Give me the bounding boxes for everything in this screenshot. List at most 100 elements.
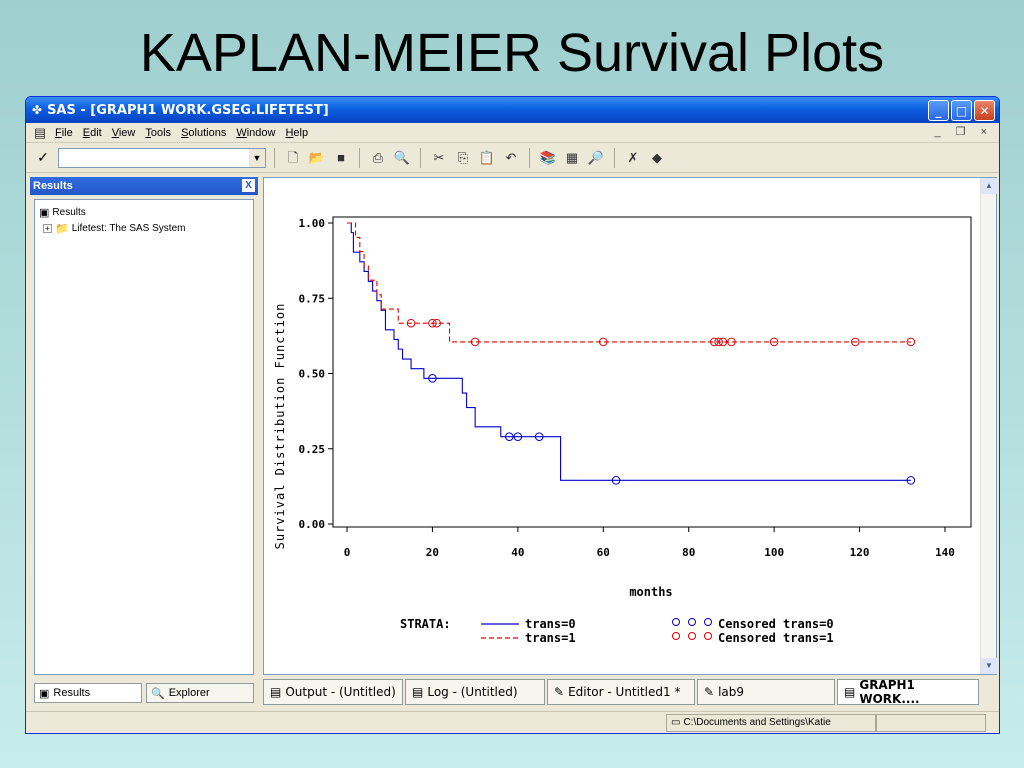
cut-icon[interactable]: ✂ xyxy=(433,149,445,165)
menu-bar: ▤ File Edit View Tools Solutions Window … xyxy=(26,123,999,143)
censored-point-trans0 xyxy=(906,476,916,485)
command-check-icon[interactable]: ✓ xyxy=(37,149,49,165)
x-tick-label: 60 xyxy=(597,546,610,559)
chevron-down-icon[interactable]: ▼ xyxy=(249,148,265,167)
censored-point-trans1 xyxy=(906,337,916,347)
scroll-down-icon[interactable]: ▼ xyxy=(981,658,997,674)
menu-view[interactable]: View xyxy=(111,126,136,139)
menu-file[interactable]: File xyxy=(55,126,73,139)
censored-point-trans1 xyxy=(598,337,608,347)
title-bar: ✤ SAS - [GRAPH1 WORK.GSEG.LIFETEST] _ □ … xyxy=(26,97,999,123)
x-tick-label: 0 xyxy=(344,546,351,559)
legend-censor-marks-trans1 xyxy=(672,632,712,640)
close-icon[interactable]: X xyxy=(242,179,255,192)
toolbar-divider xyxy=(614,147,615,168)
censored-point-trans0 xyxy=(611,476,621,485)
tab-results[interactable]: ▣ Results xyxy=(34,683,142,703)
sas-app-icon: ✤ xyxy=(32,103,43,117)
results-header: Results X xyxy=(30,177,258,195)
plot-frame xyxy=(332,216,972,528)
scroll-up-icon[interactable]: ▲ xyxy=(981,178,997,194)
graph-icon: ▤ xyxy=(844,685,856,699)
current-folder[interactable]: ▭ C:\Documents and Settings\Katie xyxy=(666,713,876,732)
results-tree: ▣ Results + 📁 Lifetest: The SAS System xyxy=(34,199,254,675)
clear-icon[interactable]: ✗ xyxy=(627,149,639,165)
libraries-icon[interactable]: 📚 xyxy=(539,149,557,165)
task-lab9[interactable]: ✎ lab9 xyxy=(697,679,835,705)
copy-icon[interactable]: ⎘ xyxy=(457,149,469,165)
tree-item-label: Results xyxy=(52,206,86,218)
status-bar: ▭ C:\Documents and Settings\Katie xyxy=(26,711,999,733)
censored-point-trans1 xyxy=(851,337,860,347)
print-preview-icon[interactable]: 🔍 xyxy=(393,149,411,165)
maximize-button[interactable]: □ xyxy=(951,100,972,121)
survival-line-trans0 xyxy=(347,222,911,481)
vertical-scrollbar[interactable]: ▲ ▼ xyxy=(980,178,997,674)
results-header-label: Results xyxy=(33,180,73,192)
toolbar-divider xyxy=(359,147,360,168)
survival-line-trans1 xyxy=(347,222,911,343)
tab-explorer[interactable]: 🔍 Explorer xyxy=(146,683,254,703)
mdi-window-controls[interactable]: _ ❐ × xyxy=(934,126,993,138)
chart-ylabel: Survival Distribution Function xyxy=(273,303,287,550)
status-message xyxy=(26,714,666,732)
tree-item-label: Lifetest: The SAS System xyxy=(71,222,186,234)
task-label: Log - (Untitled) xyxy=(427,685,518,699)
menu-tools[interactable]: Tools xyxy=(145,126,172,139)
y-tick-label: 0.00 xyxy=(299,518,326,531)
censored-point-trans0 xyxy=(505,432,514,442)
save-icon[interactable]: ■ xyxy=(337,149,345,165)
editor-icon: ✎ xyxy=(554,685,565,699)
graph-doc-icon: ▤ xyxy=(33,124,47,140)
legend-label-censored-trans1: Censored trans=1 xyxy=(718,631,834,645)
graph-window: Survival Distribution Function months ST… xyxy=(263,177,997,675)
menu-solutions[interactable]: Solutions xyxy=(181,126,227,139)
legend-label-censored-trans0: Censored trans=0 xyxy=(718,617,834,631)
command-input[interactable]: ▼ xyxy=(58,147,266,168)
sas-window: ✤ SAS - [GRAPH1 WORK.GSEG.LIFETEST] _ □ … xyxy=(25,96,1000,734)
paste-icon[interactable]: 📋 xyxy=(478,149,496,165)
folder-icon: 📁 xyxy=(55,222,69,235)
close-button[interactable]: ✕ xyxy=(974,100,995,121)
censored-point-trans0 xyxy=(428,374,437,383)
pane-tabs: ▣ Results 🔍 Explorer xyxy=(30,681,258,705)
window-title: SAS - [GRAPH1 WORK.GSEG.LIFETEST] xyxy=(47,102,329,118)
menu-edit[interactable]: Edit xyxy=(82,126,102,139)
explorer-icon[interactable]: ▦ xyxy=(565,149,579,165)
open-icon[interactable]: 📂 xyxy=(308,149,326,165)
tree-item-results[interactable]: ▣ Results xyxy=(39,204,249,220)
legend-title: STRATA: xyxy=(400,617,451,631)
y-tick-label: 1.00 xyxy=(299,217,326,230)
menu-help[interactable]: Help xyxy=(285,126,309,139)
window-bar: ▤ Output - (Untitled) ▤ Log - (Untitled)… xyxy=(263,677,997,707)
task-label: Editor - Untitled1 * xyxy=(568,685,681,699)
task-editor[interactable]: ✎ Editor - Untitled1 * xyxy=(547,679,695,705)
y-tick-label: 0.25 xyxy=(299,443,326,456)
expand-icon[interactable]: + xyxy=(43,223,52,233)
minimize-button[interactable]: _ xyxy=(928,100,949,121)
task-graph1[interactable]: ▤ GRAPH1 WORK.... xyxy=(837,678,979,706)
menu-window[interactable]: Window xyxy=(236,126,276,139)
y-tick-label: 0.50 xyxy=(299,368,326,381)
slide-title: KAPLAN-MEIER Survival Plots xyxy=(139,23,885,83)
undo-icon[interactable]: ↶ xyxy=(505,149,517,165)
censored-point-trans1 xyxy=(710,337,719,347)
tab-label: Explorer xyxy=(168,687,210,699)
status-extra xyxy=(876,713,986,732)
x-tick-label: 100 xyxy=(764,546,784,559)
y-tick-label: 0.75 xyxy=(299,292,326,305)
task-output[interactable]: ▤ Output - (Untitled) xyxy=(263,679,403,705)
task-label: lab9 xyxy=(718,685,745,699)
results-icon[interactable]: 🔎 xyxy=(587,149,605,165)
new-icon[interactable]: 🗋 xyxy=(287,149,299,165)
censored-point-trans0 xyxy=(534,432,544,442)
task-log[interactable]: ▤ Log - (Untitled) xyxy=(405,679,545,705)
help-icon[interactable]: ◆ xyxy=(652,149,662,165)
x-tick-label: 20 xyxy=(426,546,439,559)
tree-item-lifetest[interactable]: + 📁 Lifetest: The SAS System xyxy=(39,220,249,236)
print-icon[interactable]: ⎙ xyxy=(372,149,384,165)
results-folder-icon: ▣ xyxy=(39,206,50,219)
toolbar-divider xyxy=(274,147,275,168)
results-tab-icon: ▣ xyxy=(39,687,50,700)
results-pane: Results X ▣ Results + 📁 Lifetest: The SA… xyxy=(30,177,258,705)
